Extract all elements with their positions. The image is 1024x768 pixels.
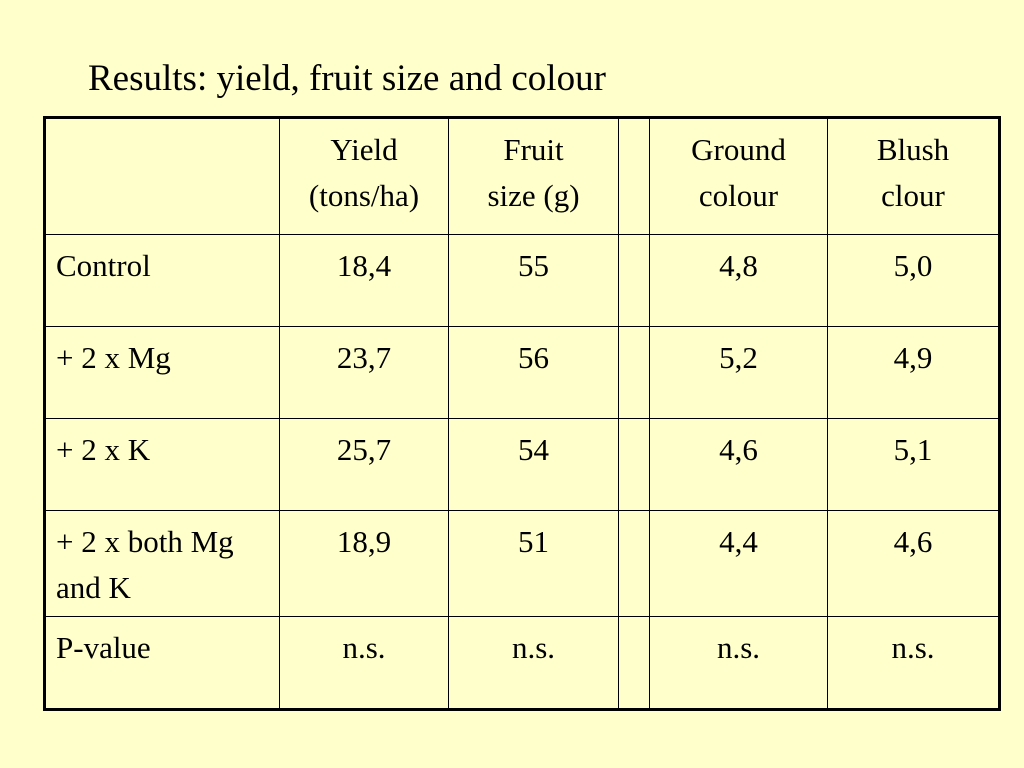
data-row: + 2 x Mg 23,7 56 5,2 4,9	[44, 326, 1000, 419]
data-row: Control 18,4 55 4,8 5,0	[44, 234, 1000, 327]
cell-value: 23,7	[279, 326, 449, 419]
header-line: (tons/ha)	[308, 178, 420, 213]
cell-value: n.s.	[649, 616, 828, 710]
header-line: Ground	[691, 132, 786, 167]
column-header: Yield (tons/ha)	[279, 117, 449, 235]
empty-cell	[618, 234, 650, 327]
header-line: size (g)	[487, 178, 580, 213]
cell-value: 18,9	[279, 510, 449, 617]
cell-value: 5,0	[827, 234, 1000, 327]
data-row: + 2 x both Mg and K 18,9 51 4,4 4,6	[44, 510, 1000, 617]
header-line: Yield	[330, 132, 398, 167]
empty-cell	[618, 510, 650, 617]
column-header: Ground colour	[649, 117, 828, 235]
empty-cell	[44, 117, 280, 235]
cell-value: 4,9	[827, 326, 1000, 419]
data-row: P-value n.s. n.s. n.s. n.s.	[44, 616, 1000, 710]
cell-value: 4,8	[649, 234, 828, 327]
cell-value: 18,4	[279, 234, 449, 327]
cell-value: 5,1	[827, 418, 1000, 511]
cell-value: 56	[448, 326, 619, 419]
row-label: + 2 x both Mg and K	[44, 510, 280, 617]
header-line: Fruit	[503, 132, 564, 167]
empty-cell	[618, 418, 650, 511]
row-label: Control	[44, 234, 280, 327]
column-header: Fruit size (g)	[448, 117, 619, 235]
cell-value: 4,6	[827, 510, 1000, 617]
header-line: colour	[698, 178, 779, 213]
header-row: Yield (tons/ha) Fruit size (g) Ground colour B…	[44, 117, 1000, 235]
cell-value: 51	[448, 510, 619, 617]
data-row: + 2 x K 25,7 54 4,6 5,1	[44, 418, 1000, 511]
empty-cell	[618, 616, 650, 710]
cell-value: 5,2	[649, 326, 828, 419]
cell-value: 4,4	[649, 510, 828, 617]
cell-value: 4,6	[649, 418, 828, 511]
row-label: + 2 x Mg	[44, 326, 280, 419]
results-table: Yield (tons/ha) Fruit size (g) Ground colour B…	[43, 116, 1001, 711]
cell-value: n.s.	[279, 616, 449, 710]
cell-value: 54	[448, 418, 619, 511]
cell-value: 55	[448, 234, 619, 327]
row-label: + 2 x K	[44, 418, 280, 511]
cell-value: n.s.	[827, 616, 1000, 710]
cell-value: n.s.	[448, 616, 619, 710]
slide-title: Results: yield, fruit size and colour	[88, 58, 606, 99]
header-line: clour	[881, 178, 945, 213]
header-line: Blush	[876, 132, 950, 167]
column-header: Blush clour	[827, 117, 1000, 235]
cell-value: 25,7	[279, 418, 449, 511]
row-label: P-value	[44, 616, 280, 710]
empty-cell	[618, 326, 650, 419]
empty-cell	[618, 117, 650, 235]
